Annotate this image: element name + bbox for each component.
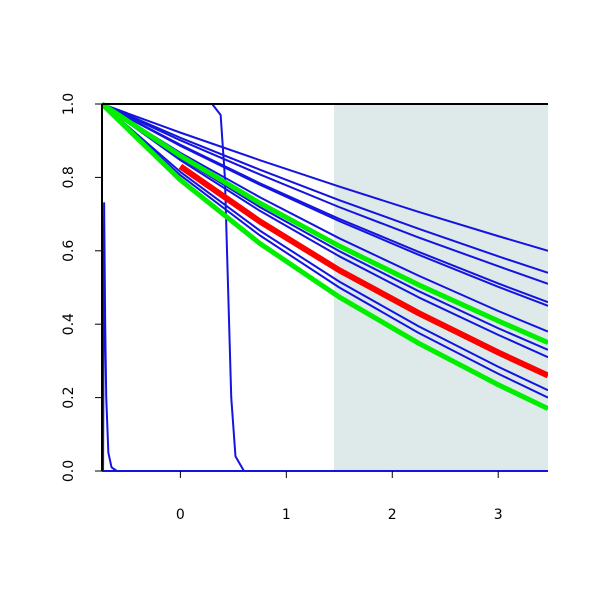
series-line — [102, 103, 548, 307]
y-tick-label: 0.0 — [61, 460, 77, 482]
x-tick-label: 1 — [282, 507, 291, 523]
y-tick-label: 0.8 — [61, 166, 77, 188]
series-line — [178, 163, 548, 379]
x-tick-label: 0 — [176, 507, 185, 523]
series-line — [102, 103, 548, 252]
series-line — [102, 103, 548, 392]
series-line — [102, 103, 548, 399]
x-tick-label: 3 — [494, 507, 503, 523]
y-tick-label: 0.2 — [61, 386, 77, 408]
series-line — [102, 103, 548, 359]
x-tick-label: 2 — [388, 507, 397, 523]
y-tick-label: 1.0 — [61, 93, 77, 115]
y-tick-label: 0.6 — [61, 240, 77, 262]
series-line — [102, 103, 548, 472]
series-line — [102, 102, 548, 411]
series-line — [102, 103, 548, 285]
series-line — [102, 103, 548, 274]
series-line — [102, 202, 548, 472]
y-tick-label: 0.4 — [61, 313, 77, 335]
series-line — [102, 101, 548, 345]
